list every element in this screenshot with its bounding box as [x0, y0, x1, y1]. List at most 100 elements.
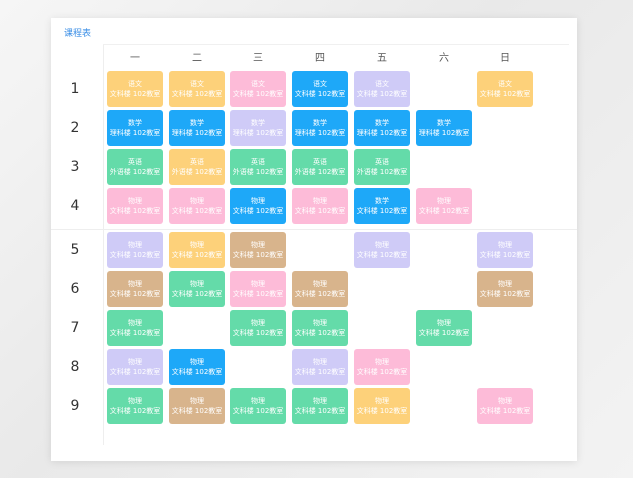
course-block[interactable]: 物理 文科楼 102教室 [354, 232, 410, 268]
course-block[interactable]: 数学 理科楼 102教室 [416, 110, 472, 146]
course-name: 物理 [375, 397, 389, 405]
course-block[interactable]: 物理 文科楼 102教室 [292, 271, 348, 307]
course-name: 英语 [375, 158, 389, 166]
course-block[interactable]: 物理文科楼 102教室 [230, 310, 286, 346]
period-label-1: 1 [70, 81, 80, 97]
course-block[interactable]: 物理 文科楼 102教室 [230, 271, 286, 307]
course-room: 理科楼 102教室 [356, 129, 408, 137]
course-name: 物理 [251, 397, 265, 405]
course-block[interactable]: 物理 文科楼 102教室 [107, 188, 163, 224]
course-name: 物理 [128, 358, 142, 366]
course-block[interactable]: 语文 文科楼 102教室 [292, 71, 348, 107]
course-block[interactable]: 物理 文科楼 102教室 [292, 188, 348, 224]
course-block[interactable]: 物理文科楼 102教室 [230, 388, 286, 424]
course-block[interactable]: 物理 文科楼 102教室 [169, 232, 225, 268]
course-block[interactable]: 物理 文科楼 102教室 [107, 388, 163, 424]
course-room: 文科楼 102教室 [171, 407, 223, 415]
course-room: 文科楼 102教室 [232, 329, 284, 337]
course-block[interactable]: 物理 文科楼 102教室 [477, 232, 533, 268]
course-block[interactable]: 数学理科楼 102教室 [169, 110, 225, 146]
course-room: 文科楼 102教室 [294, 407, 346, 415]
course-room: 文科楼 102教室 [171, 368, 223, 376]
course-block[interactable]: 物理 文科楼 102教室 [230, 232, 286, 268]
course-block[interactable]: 英语 外语楼 102教室 [230, 149, 286, 185]
period-label-3: 3 [70, 159, 80, 175]
period-label-2: 2 [70, 120, 80, 136]
course-name: 英语 [128, 158, 142, 166]
course-block[interactable]: 物理 文科楼 102教室 [292, 310, 348, 346]
course-block[interactable]: 英语 外语楼 102教室 [292, 149, 348, 185]
course-name: 物理 [190, 280, 204, 288]
course-block[interactable]: 物理文科楼 102教室 [169, 188, 225, 224]
course-block[interactable]: 英语外语楼 102教室 [354, 149, 410, 185]
course-block[interactable]: 物理 文科楼 102教室 [416, 188, 472, 224]
course-name: 物理 [190, 358, 204, 366]
course-block[interactable]: 语文 文科楼 102教室 [169, 71, 225, 107]
course-block[interactable]: 数学 理科楼 102教室 [292, 110, 348, 146]
course-room: 文科楼 102教室 [479, 90, 531, 98]
course-block[interactable]: 英语 外语楼 102教室 [107, 149, 163, 185]
course-room: 文科楼 102教室 [232, 90, 284, 98]
course-block[interactable]: 物理 文科楼 102教室 [292, 388, 348, 424]
course-room: 文科楼 102教室 [109, 90, 161, 98]
course-room: 文科楼 102教室 [479, 290, 531, 298]
day-header-7: 日 [500, 53, 510, 64]
course-block[interactable]: 物理 文科楼 102教室 [230, 188, 286, 224]
course-block[interactable]: 数学理科楼 102教室 [230, 110, 286, 146]
course-name: 物理 [190, 197, 204, 205]
course-block[interactable]: 语文 文科楼 102教室 [107, 71, 163, 107]
course-block[interactable]: 数学理科楼 102教室 [354, 110, 410, 146]
course-block[interactable]: 物理 文科楼 102教室 [107, 349, 163, 385]
course-room: 理科楼 102教室 [109, 129, 161, 137]
period-label-4: 4 [70, 198, 80, 214]
course-block[interactable]: 物理 文科楼 102教室 [477, 388, 533, 424]
course-name: 数学 [251, 119, 265, 127]
course-name: 物理 [313, 319, 327, 327]
course-name: 数学 [128, 119, 142, 127]
course-room: 文科楼 102教室 [356, 368, 408, 376]
course-room: 文科楼 102教室 [294, 207, 346, 215]
course-block[interactable]: 物理文科楼 102教室 [107, 232, 163, 268]
course-room: 文科楼 102教室 [232, 407, 284, 415]
course-room: 外语楼 102教室 [294, 168, 346, 176]
course-block[interactable]: 英语 外语楼 102教室 [169, 149, 225, 185]
course-room: 理科楼 102教室 [171, 129, 223, 137]
course-block[interactable]: 物理文科楼 102教室 [169, 271, 225, 307]
course-name: 物理 [375, 241, 389, 249]
course-block[interactable]: 物理 文科楼 102教室 [107, 271, 163, 307]
period-label-5: 5 [70, 242, 80, 258]
course-block[interactable]: 物理 文科楼 102教室 [416, 310, 472, 346]
course-name: 物理 [251, 319, 265, 327]
course-room: 文科楼 102教室 [171, 207, 223, 215]
course-block[interactable]: 语文 文科楼 102教室 [230, 71, 286, 107]
course-block[interactable]: 物理 文科楼 102教室 [292, 349, 348, 385]
day-header-4: 四 [315, 53, 325, 64]
course-room: 文科楼 102教室 [232, 251, 284, 259]
course-room: 理科楼 102教室 [232, 129, 284, 137]
course-block[interactable]: 语文 文科楼 102教室 [354, 71, 410, 107]
period-label-8: 8 [70, 359, 80, 375]
course-block[interactable]: 物理 文科楼 102教室 [354, 349, 410, 385]
course-name: 物理 [128, 397, 142, 405]
course-name: 数学 [375, 119, 389, 127]
course-room: 文科楼 102教室 [109, 251, 161, 259]
course-room: 文科楼 102教室 [356, 407, 408, 415]
course-block[interactable]: 物理文科楼 102教室 [169, 349, 225, 385]
day-header-6: 六 [439, 53, 449, 64]
page-title[interactable]: 课程表 [64, 29, 92, 39]
course-block[interactable]: 物理 文科楼 102教室 [107, 310, 163, 346]
course-name: 数学 [375, 197, 389, 205]
course-block[interactable]: 物理文科楼 102教室 [477, 271, 533, 307]
course-name: 数学 [190, 119, 204, 127]
course-block[interactable]: 数学 文科楼 102教室 [354, 188, 410, 224]
course-block[interactable]: 数学理科楼 102教室 [107, 110, 163, 146]
course-name: 物理 [498, 397, 512, 405]
course-block[interactable]: 物理 文科楼 102教室 [169, 388, 225, 424]
course-room: 文科楼 102教室 [171, 290, 223, 298]
course-name: 物理 [128, 197, 142, 205]
course-room: 外语楼 102教室 [356, 168, 408, 176]
course-name: 物理 [128, 241, 142, 249]
course-name: 物理 [498, 280, 512, 288]
course-block[interactable]: 物理文科楼 102教室 [354, 388, 410, 424]
course-block[interactable]: 语文 文科楼 102教室 [477, 71, 533, 107]
